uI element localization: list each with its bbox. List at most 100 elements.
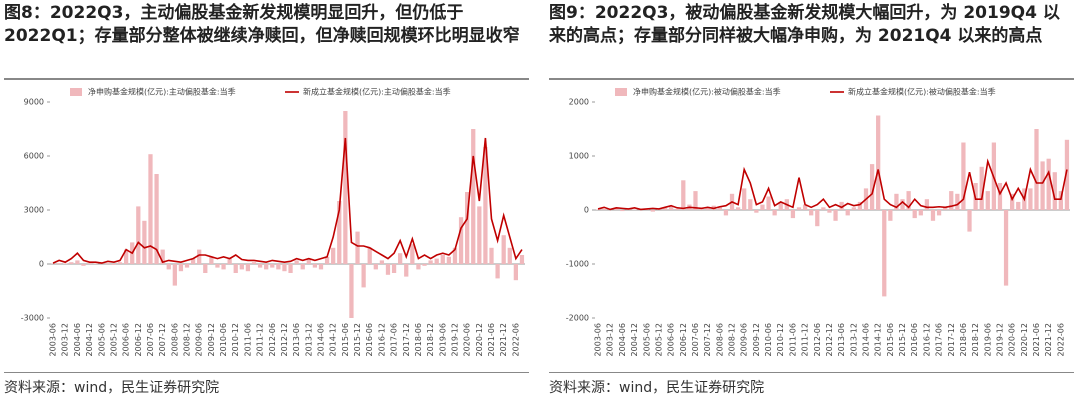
bar [318, 264, 324, 270]
x-tick-label: 2021-06 [487, 323, 496, 356]
bar [955, 193, 960, 210]
x-tick-label: 2017-06 [935, 323, 944, 356]
bar [748, 199, 753, 210]
bar [75, 260, 80, 264]
bar [215, 264, 220, 268]
bar [331, 247, 336, 264]
x-tick-label: 2015-06 [341, 323, 350, 356]
x-tick-label: 2008-12 [183, 323, 192, 356]
bar [742, 188, 747, 210]
y-tick-label: 9000 [24, 98, 44, 107]
bar [778, 201, 783, 210]
bar [458, 217, 464, 264]
bar [1034, 129, 1039, 210]
x-tick-label: 2008-06 [170, 323, 179, 356]
x-tick-label: 2017-06 [390, 323, 399, 356]
x-tick-label: 2003-12 [606, 323, 615, 356]
x-tick-label: 2019-12 [450, 323, 459, 356]
x-tick-label: 2021-12 [1044, 323, 1053, 356]
source: 资料来源：wind，民生证券研究院 [549, 372, 1074, 397]
y-tick-label: 1000 [569, 152, 589, 161]
bar [924, 199, 930, 210]
line [597, 158, 1068, 211]
x-tick-label: 2013-06 [292, 323, 301, 356]
bar [123, 249, 129, 264]
bar [936, 210, 942, 216]
bar [373, 264, 378, 270]
x-tick-label: 2006-12 [134, 323, 143, 356]
bar [595, 209, 601, 210]
bar [930, 210, 936, 221]
bar [398, 253, 403, 264]
x-tick-label: 2004-12 [85, 323, 94, 356]
bar [1046, 158, 1051, 210]
x-tick-label: 2006-06 [667, 323, 676, 356]
bar [489, 247, 494, 264]
legend-label: 净申购基金规模(亿元):主动偏股基金:当季 [88, 87, 236, 97]
bar [367, 247, 372, 264]
x-tick-label: 2014-06 [861, 323, 870, 356]
bar [827, 210, 832, 213]
bar [391, 264, 397, 273]
y-tick-label: 6000 [24, 152, 44, 161]
x-tick-label: 2019-06 [438, 323, 447, 356]
x-tick-label: 2005-06 [642, 323, 651, 356]
x-tick-label: 2012-12 [825, 323, 834, 356]
bar [1058, 191, 1063, 210]
x-tick-label: 2018-06 [959, 323, 968, 356]
bar [1040, 161, 1045, 210]
x-tick-label: 2016-06 [910, 323, 919, 356]
bar [796, 207, 802, 210]
x-tick-label: 2003-06 [594, 323, 603, 356]
bar [888, 210, 893, 221]
y-tick-label: 0 [39, 260, 44, 269]
bar [723, 210, 729, 216]
bar [282, 264, 287, 272]
x-tick-label: 2009-06 [195, 323, 204, 356]
x-tick-label: 2015-06 [886, 323, 895, 356]
bar [440, 255, 445, 264]
bar [483, 147, 488, 264]
bar [379, 260, 385, 264]
x-tick-label: 2012-06 [813, 323, 822, 356]
bar [1003, 210, 1009, 286]
bar [681, 180, 686, 210]
x-tick-label: 2011-12 [256, 323, 265, 356]
bar [422, 264, 427, 266]
x-tick-label: 2021-12 [499, 323, 508, 356]
bar [477, 206, 482, 264]
bar [239, 264, 244, 270]
panel: 图9：2022Q3，被动偏股基金新发规模大幅回升，为 2019Q4 以来的高点；… [545, 0, 1080, 400]
bar [949, 191, 954, 210]
x-tick-label: 2019-06 [983, 323, 992, 356]
x-tick-label: 2015-12 [898, 323, 907, 356]
bar [111, 264, 117, 265]
bar [428, 260, 433, 264]
x-tick-label: 2018-06 [414, 323, 423, 356]
bar [184, 264, 190, 268]
bar [465, 192, 470, 264]
bar [632, 209, 637, 210]
bar [815, 210, 820, 227]
bar [802, 204, 808, 210]
bar [312, 264, 318, 268]
bar [662, 207, 668, 210]
bar [997, 183, 1003, 210]
bar [620, 210, 625, 212]
bar [876, 115, 881, 210]
y-tick-label: -2000 [566, 314, 589, 323]
x-tick-label: 2018-12 [971, 323, 980, 356]
bar [772, 210, 777, 216]
x-tick-label: 2016-06 [365, 323, 374, 356]
x-tick-label: 2003-12 [61, 323, 70, 356]
bar [300, 264, 305, 270]
bar [766, 196, 771, 210]
bar [105, 263, 110, 264]
bar [355, 231, 360, 264]
x-tick-label: 2013-12 [849, 323, 858, 356]
bar [233, 264, 238, 273]
x-tick-label: 2006-12 [679, 323, 688, 356]
bar [63, 263, 68, 264]
